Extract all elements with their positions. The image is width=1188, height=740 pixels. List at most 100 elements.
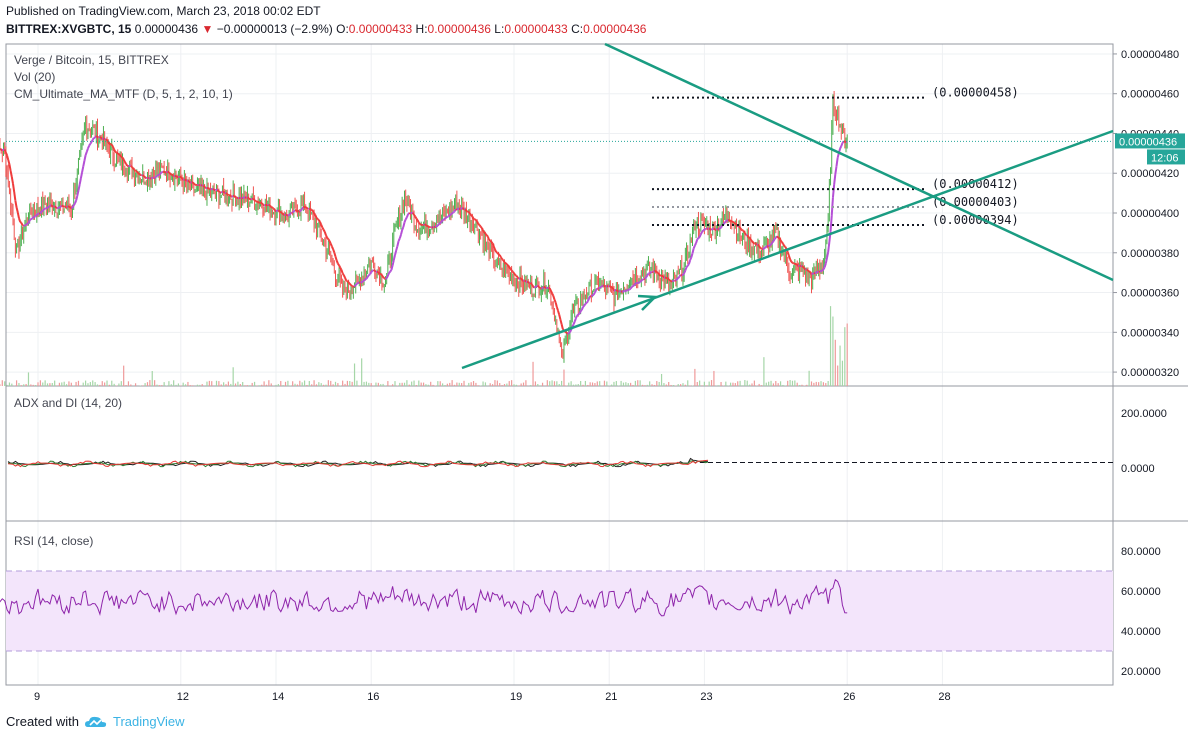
ma-segment bbox=[371, 269, 375, 272]
tradingview-brand[interactable]: TradingView bbox=[112, 714, 185, 729]
ma-segment bbox=[76, 190, 80, 197]
ma-segment bbox=[789, 258, 793, 263]
ma-segment bbox=[306, 207, 309, 210]
level-label: (0.00000412) bbox=[932, 177, 1019, 191]
ma-segment bbox=[339, 267, 343, 271]
ma-segment bbox=[611, 287, 615, 292]
ma-segment bbox=[222, 191, 226, 194]
ma-segment bbox=[713, 227, 716, 231]
ma-segment bbox=[687, 259, 692, 265]
ma-segment bbox=[808, 270, 811, 273]
ma-segment bbox=[578, 310, 582, 315]
ma-segment bbox=[291, 210, 295, 214]
ma-segment bbox=[396, 240, 400, 247]
ma-segment bbox=[829, 215, 833, 232]
ma-segment bbox=[506, 263, 509, 267]
ma-segment bbox=[341, 272, 345, 276]
ma-segment bbox=[164, 171, 168, 174]
ma-segment bbox=[317, 218, 320, 221]
ma-segment bbox=[90, 139, 94, 143]
ma-segment bbox=[317, 219, 321, 223]
ma-segment bbox=[427, 225, 430, 228]
ma-segment bbox=[657, 272, 660, 275]
ma-segment bbox=[520, 277, 524, 281]
ma-segment bbox=[36, 213, 39, 216]
adx-line bbox=[7, 457, 708, 468]
ma-segment bbox=[652, 270, 656, 274]
ma-segment bbox=[779, 239, 783, 243]
ma-segment bbox=[331, 246, 335, 250]
ma-segment bbox=[565, 331, 569, 335]
ma-segment bbox=[403, 218, 407, 223]
ma-segment bbox=[738, 225, 741, 229]
current-price-value: 0.00000436 bbox=[1119, 136, 1177, 148]
ma-segment bbox=[327, 238, 331, 242]
ma-segment bbox=[500, 256, 503, 260]
ma-segment bbox=[515, 275, 519, 278]
ma-segment bbox=[705, 227, 708, 230]
ma-segment bbox=[83, 154, 87, 162]
ma-segment bbox=[588, 295, 592, 300]
ma-segment bbox=[374, 270, 377, 273]
rsi-tick-label: 80.0000 bbox=[1121, 546, 1161, 558]
ma-segment bbox=[502, 259, 506, 263]
ma-segment bbox=[651, 270, 654, 274]
ma-segment bbox=[214, 188, 217, 192]
ma-segment bbox=[649, 271, 652, 275]
ma-segment bbox=[840, 142, 844, 147]
ma-segment bbox=[439, 221, 442, 224]
tradingview-cloud-icon bbox=[84, 716, 107, 727]
ma-segment bbox=[200, 184, 203, 187]
ma-segment bbox=[689, 257, 693, 261]
ma-segment bbox=[478, 224, 482, 228]
trendlines[interactable] bbox=[461, 42, 1114, 370]
ma-segment bbox=[95, 135, 99, 138]
ma-segment bbox=[583, 303, 587, 307]
ma-segment bbox=[644, 276, 647, 280]
ma-segment bbox=[363, 278, 366, 282]
ma-segment bbox=[282, 213, 285, 216]
ma-segment bbox=[377, 271, 381, 275]
ma-segment bbox=[13, 191, 17, 201]
ma-segment bbox=[325, 234, 329, 239]
ma-segment bbox=[582, 304, 585, 308]
ma-segment bbox=[129, 164, 133, 168]
ma-segment bbox=[762, 247, 765, 251]
ma-segment bbox=[231, 195, 234, 198]
ma-segment bbox=[226, 193, 230, 196]
ma-segment bbox=[319, 221, 323, 226]
ma-segment bbox=[675, 278, 678, 282]
ma-segment bbox=[495, 251, 498, 254]
ma-segment bbox=[782, 242, 786, 247]
ma-segment bbox=[485, 234, 489, 238]
chart-canvas[interactable]: (0.00000458)(0.00000412)(0.00000403)(0.0… bbox=[0, 0, 1188, 710]
ma-segment bbox=[839, 145, 843, 150]
ma-segment bbox=[835, 157, 839, 167]
ma-segment bbox=[355, 282, 358, 286]
ma-segment bbox=[579, 309, 583, 312]
price-levels: (0.00000458)(0.00000412)(0.00000403)(0.0… bbox=[652, 86, 1019, 227]
ma-segment bbox=[150, 177, 153, 180]
adx-pane: 0.0000 200.0000 bbox=[7, 408, 1167, 475]
ma-segment bbox=[286, 214, 289, 217]
ma-segment bbox=[369, 271, 373, 275]
ma-segment bbox=[445, 215, 448, 219]
ma-segment bbox=[666, 277, 670, 281]
ma-segment bbox=[145, 176, 149, 180]
ma-segment bbox=[627, 288, 630, 291]
ma-segment bbox=[790, 260, 794, 264]
time-axis: 9 12 14 16 19 21 23 26 28 bbox=[34, 691, 951, 703]
ma-segment bbox=[358, 281, 361, 284]
ma-segment bbox=[661, 275, 665, 279]
ma-segment bbox=[385, 275, 389, 279]
ma-segment bbox=[680, 273, 683, 277]
ma-segment bbox=[764, 245, 767, 249]
ma-segment bbox=[489, 239, 493, 243]
ma-segment bbox=[373, 269, 376, 272]
ma-segment bbox=[37, 212, 40, 215]
ma-segment bbox=[322, 229, 326, 233]
ma-segment bbox=[786, 251, 790, 256]
ma-segment bbox=[19, 221, 22, 224]
ma-segment bbox=[101, 137, 105, 140]
ma-segment bbox=[537, 285, 540, 288]
